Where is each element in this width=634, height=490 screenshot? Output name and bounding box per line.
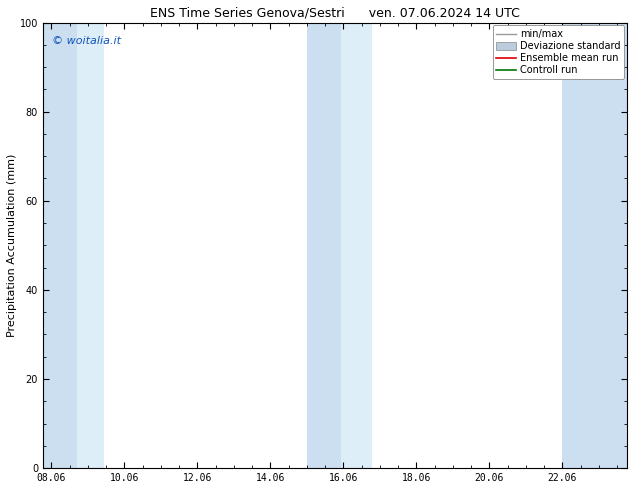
- Legend: min/max, Deviazione standard, Ensemble mean run, Controll run: min/max, Deviazione standard, Ensemble m…: [493, 25, 624, 79]
- Title: ENS Time Series Genova/Sestri      ven. 07.06.2024 14 UTC: ENS Time Series Genova/Sestri ven. 07.06…: [150, 7, 520, 20]
- Bar: [307, 23, 341, 468]
- Bar: [562, 23, 627, 468]
- Bar: [341, 23, 372, 468]
- Bar: [43, 23, 77, 468]
- Text: © woitalia.it: © woitalia.it: [52, 36, 120, 46]
- Y-axis label: Precipitation Accumulation (mm): Precipitation Accumulation (mm): [7, 154, 17, 337]
- Bar: [77, 23, 104, 468]
